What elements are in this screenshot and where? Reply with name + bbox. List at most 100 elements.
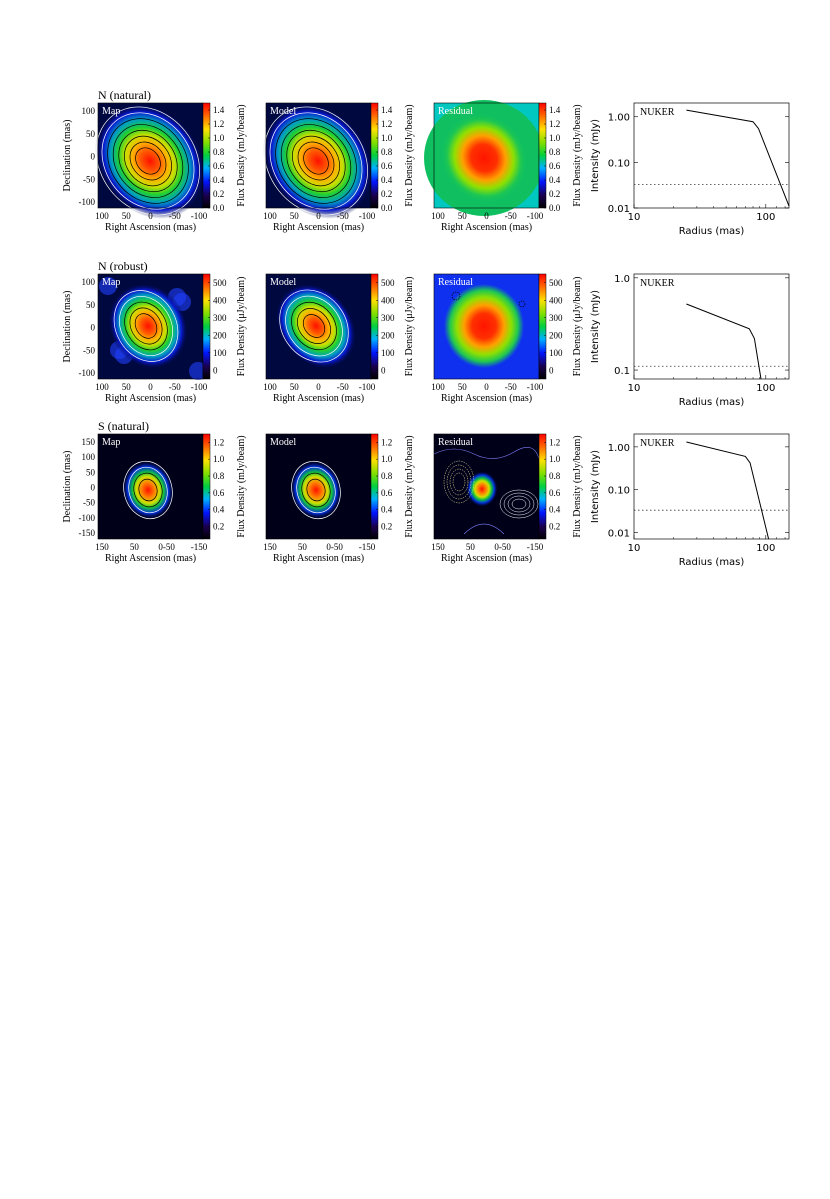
x-axis-label: Right Ascension (mas)	[273, 553, 364, 564]
colorbar-tick-label: 0.6	[381, 161, 393, 171]
x-tick-label: 50	[290, 211, 300, 221]
y-tick-label: 100	[82, 452, 96, 462]
y-tick-label: -100	[79, 513, 96, 523]
colorbar-gradient	[202, 102, 211, 209]
colorbar: 500 400 300 200 100 0 Flux Density (μJy/beam)	[538, 273, 583, 380]
contour-line	[112, 124, 184, 198]
colorbar-tick-label: 100	[381, 348, 395, 358]
x-tick-label: 0	[484, 382, 489, 392]
colorbar-gradient	[370, 273, 379, 380]
image-panel: Residual 1.2 1.0 0.8 0.6 0.4 0.2 Flux Density (…	[431, 433, 583, 564]
colorbar-label: Flux Density (μJy/beam)	[404, 277, 415, 377]
contour-line	[128, 466, 168, 514]
colorbar-label: Flux Density (mJy/beam)	[404, 435, 415, 537]
x-axis-label: Right Ascension (mas)	[441, 553, 532, 564]
x-tick-label: 50	[122, 382, 132, 392]
contour-line	[291, 460, 341, 520]
x-tick-label: 100	[95, 382, 109, 392]
y-tick-label: -150	[79, 528, 96, 538]
colorbar-tick-label: 300	[213, 313, 227, 323]
x-tick-label: 50	[458, 211, 468, 221]
x-tick-label: -150	[191, 542, 208, 552]
colorbar-tick-label: 1.0	[213, 133, 225, 143]
x-tick-label: -100	[527, 382, 544, 392]
y-tick-label: 50	[86, 467, 96, 477]
contour-line	[118, 129, 178, 193]
profile-frame	[633, 102, 790, 209]
contour-line	[101, 112, 195, 210]
x-axis-label: Radius (mas)	[679, 397, 745, 408]
source-emission	[95, 103, 205, 219]
image-panel: Map 1.4 1.2 1.0 0.8 0.6 0.4 0.2 0.0 Flux Density …	[62, 102, 247, 233]
colorbar-tick-label: 500	[381, 278, 395, 288]
x-tick-label: 50	[298, 542, 308, 552]
noise-blob	[189, 362, 207, 380]
panel-label: Residual	[438, 437, 473, 448]
x-tick-label: -150	[359, 542, 376, 552]
contour-line	[138, 478, 158, 502]
colorbar-tick-label: 0.2	[381, 189, 392, 199]
contour-line	[96, 106, 200, 216]
x-tick-label: -50	[337, 211, 349, 221]
y-tick-label: 0.10	[608, 486, 630, 497]
colorbar-tick-label: 200	[549, 330, 563, 340]
x-tick-label: 50	[290, 382, 300, 392]
x-axis-label: Right Ascension (mas)	[105, 222, 196, 233]
x-tick-label: 10	[628, 212, 641, 223]
contour-line	[518, 300, 526, 308]
panel-label: Residual	[438, 106, 473, 117]
colorbar-tick-label: 0.4	[213, 505, 225, 515]
colorbar-tick-label: 0.8	[213, 147, 225, 157]
colorbar-tick-label: 400	[213, 295, 227, 305]
x-tick-label: 10	[628, 383, 641, 394]
x-tick-label: 100	[263, 211, 277, 221]
x-tick-label: 100	[756, 543, 775, 554]
x-tick-label: 100	[263, 382, 277, 392]
x-tick-label: 10	[628, 543, 641, 554]
colorbar-tick-label: 0.2	[381, 521, 392, 531]
contour-line	[301, 472, 331, 508]
colorbar-tick-label: 400	[381, 295, 395, 305]
x-tick-label: -150	[527, 542, 544, 552]
y-axis-label: Intensity (mJy)	[590, 450, 601, 523]
x-tick-label: 50	[466, 542, 476, 552]
colorbar-tick-label: 0.8	[213, 471, 225, 481]
contour-line	[291, 301, 337, 351]
colorbar-tick-label: 0.2	[213, 189, 224, 199]
colorbar-label: Flux Density (mJy/beam)	[572, 104, 583, 206]
contour-line	[133, 472, 163, 508]
colorbar-tick-label: 0.6	[381, 488, 393, 498]
y-axis-label: Declination (mas)	[62, 451, 73, 523]
colorbar: 500 400 300 200 100 0 Flux Density (μJy/beam)	[202, 273, 247, 380]
colorbar-tick-label: 1.2	[549, 119, 560, 129]
contour-line	[452, 472, 466, 492]
colorbar-tick-label: 100	[549, 348, 563, 358]
y-tick-label: 0	[91, 323, 96, 333]
y-tick-label: -100	[79, 368, 96, 378]
x-tick-label: -50	[337, 382, 349, 392]
contour-line	[286, 129, 346, 193]
y-axis-label: Declination (mas)	[62, 291, 73, 363]
x-axis-label: Radius (mas)	[679, 226, 745, 237]
x-tick-label: 150	[263, 542, 277, 552]
x-tick-label: 100	[431, 382, 445, 392]
x-tick-label: 0	[148, 211, 153, 221]
panel-label: Map	[102, 437, 120, 448]
y-tick-label: -100	[79, 197, 96, 207]
contour-line	[129, 141, 167, 181]
colorbar-gradient	[538, 273, 547, 380]
x-axis-label: Right Ascension (mas)	[441, 222, 532, 233]
contour-line	[124, 135, 172, 187]
colorbar-tick-label: 0.2	[549, 189, 560, 199]
colorbar-tick-label: 1.2	[381, 119, 392, 129]
colorbar-tick-label: 0.6	[549, 488, 561, 498]
colorbar-tick-label: 400	[549, 295, 563, 305]
colorbar-tick-label: 0.8	[549, 147, 561, 157]
colorbar: 1.4 1.2 1.0 0.8 0.6 0.4 0.2 0.0 Flux Density (mJ…	[202, 102, 247, 213]
colorbar-label: Flux Density (mJy/beam)	[236, 435, 247, 537]
x-tick-label: 0	[148, 382, 153, 392]
figure-row: S (natural) Map 1.2 1.0 0.8 0.6 0.4 0.2 Flux Den…	[62, 419, 790, 568]
contour-line	[134, 313, 158, 339]
